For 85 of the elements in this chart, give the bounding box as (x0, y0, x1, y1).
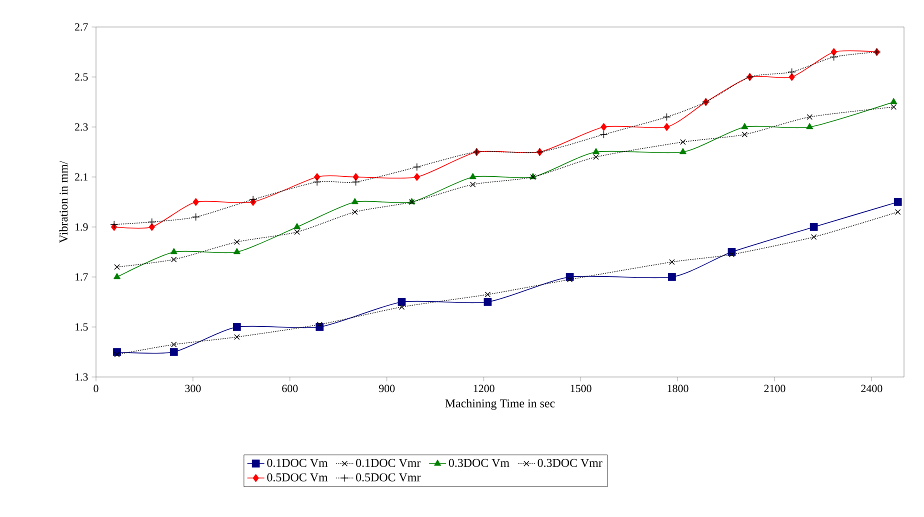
point (249, 196, 258, 204)
legend-label: 0.3DOC Vm (448, 458, 510, 468)
point (148, 218, 156, 226)
point (484, 292, 491, 298)
point (830, 53, 838, 61)
point (806, 114, 813, 120)
point (664, 123, 670, 131)
point (484, 298, 492, 306)
x-tick-label: 2100 (764, 384, 786, 392)
x-tick-label: 1500 (570, 384, 592, 392)
point (810, 234, 817, 240)
y-axis-title: Vibration in mm/ (59, 160, 68, 244)
point (316, 322, 323, 328)
point (170, 348, 178, 356)
y-tick-label: 1.7 (76, 273, 88, 281)
point (110, 220, 118, 228)
point (171, 342, 177, 348)
point (398, 298, 406, 306)
y-tick-label: 1.9 (76, 223, 88, 231)
x-tick-label: 300 (185, 384, 201, 392)
x-tick-label: 900 (379, 384, 395, 392)
y-tick-label: 2.5 (75, 73, 88, 81)
point (114, 264, 120, 270)
point (662, 113, 671, 121)
point (806, 123, 814, 130)
point (592, 148, 600, 154)
y-tick-label: 2.3 (75, 123, 88, 131)
point (469, 173, 476, 180)
point (470, 182, 476, 188)
point (830, 48, 837, 56)
point (414, 173, 420, 181)
point (232, 323, 241, 331)
point (170, 248, 178, 254)
point (192, 213, 200, 221)
x-tick-label: 1800 (668, 384, 688, 392)
point (352, 209, 358, 215)
point (294, 229, 300, 235)
point (234, 334, 240, 340)
point (600, 130, 608, 138)
x-tick-label: 0 (94, 384, 98, 392)
point (728, 252, 735, 258)
point (680, 139, 686, 145)
point (294, 223, 300, 230)
point (234, 239, 240, 245)
point (742, 132, 748, 138)
point (741, 123, 748, 130)
point (788, 73, 795, 81)
legend-label: 0.5DOC Vm (267, 473, 328, 482)
point (233, 248, 240, 254)
y-tick-label: 1.5 (76, 323, 88, 331)
x-tick-label: 600 (282, 384, 298, 392)
point (398, 304, 405, 310)
point (566, 276, 573, 282)
x-tick-label: 2400 (861, 384, 882, 392)
point (148, 223, 155, 231)
point (788, 68, 796, 76)
point (600, 123, 607, 131)
x-axis-title: Machining Time in sec (445, 399, 555, 410)
point (894, 209, 901, 215)
y-tick-label: 2.1 (75, 173, 88, 181)
point (679, 148, 686, 154)
point (171, 256, 177, 262)
point (313, 178, 322, 186)
legend-label: 0.1DOC Vmr (356, 458, 421, 468)
point (413, 163, 421, 171)
point (351, 198, 358, 204)
point (192, 198, 199, 206)
y-tick-label: 1.3 (76, 373, 88, 381)
point (593, 154, 599, 160)
point (114, 352, 120, 358)
point (669, 259, 675, 265)
point (890, 104, 897, 110)
point (114, 273, 120, 280)
point (352, 173, 359, 181)
point (894, 198, 902, 206)
legend-label: 0.3DOC Vmr (538, 458, 602, 468)
y-tick-label: 2.7 (75, 23, 88, 31)
legend-label: 0.1DOC Vm (267, 458, 328, 468)
point (668, 273, 676, 281)
point (810, 223, 818, 231)
legend-label: 0.5DOC Vmr (356, 473, 421, 482)
point (314, 173, 320, 181)
point (890, 98, 898, 104)
point (352, 178, 360, 186)
x-tick-label: 1200 (474, 384, 494, 392)
